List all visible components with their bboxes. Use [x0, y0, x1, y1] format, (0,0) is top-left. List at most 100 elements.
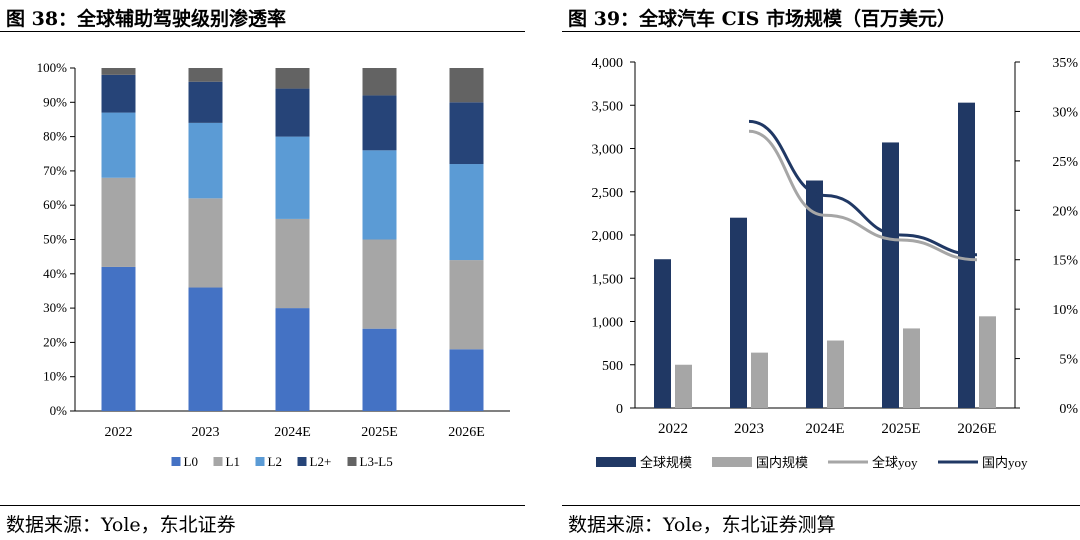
left-bar-l1-2026e [449, 260, 484, 350]
left-legend-swatch-l3-l5 [347, 457, 357, 466]
left-y-tick-label: 100% [37, 60, 68, 75]
right-source-note: 数据来源：Yole，东北证券测算 [568, 514, 836, 536]
right-y-right-tick-label: 10% [1052, 303, 1078, 318]
right-bar-domestic-2026e [979, 316, 996, 408]
right-y-left-tick-label: 1,000 [592, 316, 624, 331]
left-title-rule [0, 31, 525, 32]
right-y-right-tick-label: 25% [1052, 155, 1078, 170]
left-legend-label-l2: L2+ [310, 454, 332, 469]
left-legend-swatch-l1 [213, 457, 223, 466]
left-source-rule [0, 505, 525, 506]
right-bar-global-2024e [806, 180, 823, 408]
right-y-right-tick-label: 0% [1059, 402, 1078, 417]
left-bar-l2-2023 [188, 81, 223, 123]
right-y-left-tick-label: 2,500 [592, 186, 624, 201]
right-y-right-tick-label: 35% [1052, 56, 1078, 71]
left-x-tick-label: 2024E [274, 425, 311, 440]
right-x-tick-label: 2022 [658, 421, 688, 437]
left-stacked-bar-chart: 0% 10% 20% 30% 40% 50% 60% 70% 80% 90% 100% 2022 202… [37, 60, 510, 469]
left-bar-l2-2024e [275, 88, 310, 137]
right-y-left-tick-label: 500 [602, 359, 623, 374]
right-bar-domestic-2022 [675, 364, 692, 408]
left-bar-l0-2024e [275, 308, 310, 411]
right-legend-swatch-domestic-size [712, 457, 752, 467]
right-legend-label-global-size: 全球规模 [640, 455, 692, 470]
left-bar-l1-2023 [188, 198, 223, 288]
left-x-tick-label: 2026E [448, 425, 485, 440]
right-bar-domestic-2024e [827, 340, 844, 408]
left-bar-l1-2024e [275, 218, 310, 309]
right-bar-global-2022 [654, 259, 671, 408]
left-legend-swatch-l0 [171, 457, 181, 466]
left-legend-label-l3-l5: L3-L5 [360, 454, 393, 469]
right-line-domestic-yoy [748, 119, 978, 257]
left-y-tick-label: 90% [43, 94, 67, 109]
left-bar-l0-2022 [101, 266, 136, 411]
left-x-tick-label: 2022 [105, 425, 133, 440]
left-y-tick-label: 60% [43, 197, 67, 212]
left-y-tick-label: 0% [50, 403, 68, 418]
right-figure-title: 图 39：全球汽车 CIS 市场规模（百万美元） [568, 8, 957, 30]
left-bar-l3-l5-2024e [275, 68, 310, 89]
left-x-tick-label: 2023 [192, 425, 220, 440]
right-y-right-tick-label: 15% [1052, 254, 1078, 269]
left-bar-l2-2022 [101, 112, 136, 178]
right-source-rule [562, 505, 1080, 506]
right-y-left-tick-label: 2,000 [592, 229, 624, 244]
left-legend-swatch-l2 [297, 457, 307, 466]
right-x-tick-label: 2025E [881, 421, 920, 437]
right-figure-panel: 图 39：全球汽车 CIS 市场规模（百万美元） 0 500 1,000 1,500 2… [562, 0, 1080, 540]
right-line-global-yoy [748, 129, 978, 262]
right-x-tick-label: 2026E [957, 421, 996, 437]
left-bar-l3-l5-2025e [362, 68, 397, 96]
left-bar-l0-2023 [188, 287, 223, 411]
left-y-tick-label: 40% [43, 266, 67, 281]
left-bar-l0-2026e [449, 349, 484, 411]
right-y-right-tick-label: 20% [1052, 204, 1078, 219]
left-bar-l3-l5-2023 [188, 68, 223, 82]
right-y-right-tick-label: 5% [1059, 353, 1078, 368]
left-legend-label-l0: L0 [184, 454, 198, 469]
left-source-note: 数据来源：Yole，东北证券 [6, 514, 236, 536]
right-y-left-tick-label: 0 [616, 402, 623, 417]
left-bar-l3-l5-2026e [449, 68, 484, 103]
right-legend-label-domestic-size: 国内规模 [756, 455, 808, 470]
left-figure-title: 图 38：全球辅助驾驶级别渗透率 [6, 8, 287, 30]
left-legend-label-l1: L1 [226, 454, 240, 469]
right-legend-label-global-yoy: 全球yoy [872, 455, 918, 470]
left-legend-label-l2: L2 [268, 454, 282, 469]
left-bar-l2-2026e [449, 102, 484, 165]
right-bar-global-2025e [882, 142, 899, 408]
right-y-left-tick-label: 3,000 [592, 143, 624, 158]
right-y-left-tick-label: 3,500 [592, 99, 624, 114]
right-y-right-tick-label: 30% [1052, 105, 1078, 120]
left-bar-l3-l5-2022 [101, 68, 136, 75]
left-y-tick-label: 50% [43, 232, 67, 247]
left-y-tick-label: 80% [43, 129, 67, 144]
left-y-tick-label: 10% [43, 369, 67, 384]
left-legend-swatch-l2 [255, 457, 265, 466]
left-bar-l2-2022 [101, 74, 136, 113]
right-y-left-tick-label: 1,500 [592, 272, 624, 287]
right-combo-chart: 0 500 1,000 1,500 2,000 2,500 3,000 3,500 4,000 0… [592, 56, 1079, 470]
left-bar-l2-2023 [188, 122, 223, 199]
right-bar-global-2023 [730, 217, 747, 408]
left-bar-l1-2022 [101, 177, 136, 267]
left-bar-l2-2026e [449, 164, 484, 261]
left-bar-l2-2025e [362, 95, 397, 151]
left-bar-l0-2025e [362, 328, 397, 411]
right-x-tick-label: 2023 [734, 421, 764, 437]
left-bar-l2-2024e [275, 136, 310, 219]
right-title-rule [562, 31, 1080, 32]
right-bar-domestic-2025e [903, 328, 920, 408]
right-x-tick-label: 2024E [805, 421, 844, 437]
left-bar-l1-2025e [362, 239, 397, 329]
left-y-tick-label: 70% [43, 163, 67, 178]
left-figure-panel: 图 38：全球辅助驾驶级别渗透率 0% 10% 20% 30% 40% 50% 60% 70%… [0, 0, 525, 540]
right-y-left-tick-label: 4,000 [592, 56, 624, 71]
left-bar-l2-2025e [362, 150, 397, 240]
right-legend-label-domestic-yoy: 国内yoy [982, 455, 1028, 470]
left-x-tick-label: 2025E [361, 425, 398, 440]
left-y-tick-label: 30% [43, 300, 67, 315]
right-legend-swatch-global-size [596, 457, 636, 467]
